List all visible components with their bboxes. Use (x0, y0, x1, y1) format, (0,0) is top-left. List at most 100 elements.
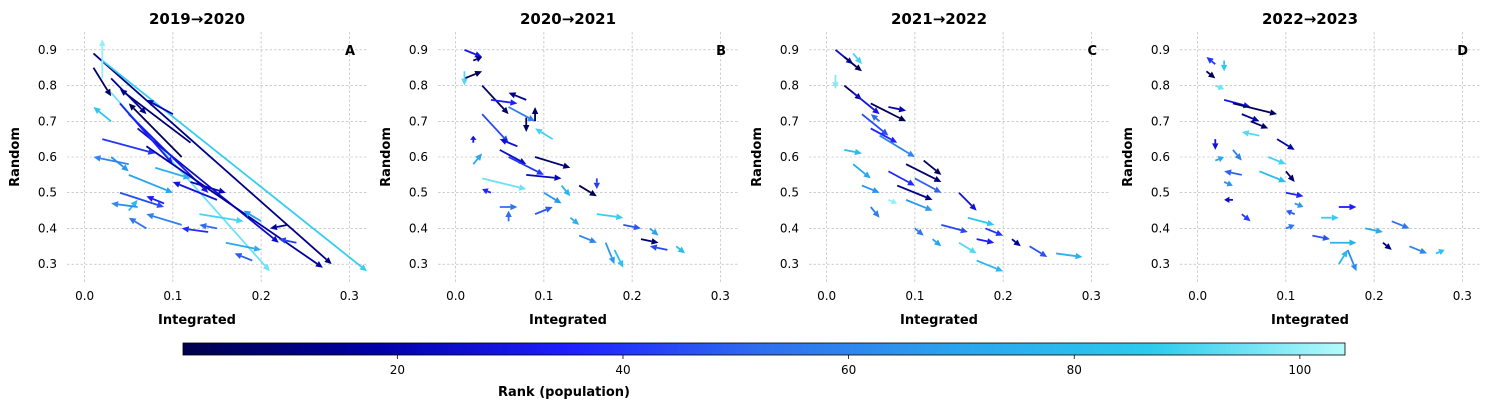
arrow-shaft (1232, 102, 1271, 114)
arrow-head (218, 187, 226, 194)
x-axis-label: Integrated (1271, 313, 1349, 328)
arrow-head (934, 239, 942, 247)
flow-arrow (1241, 213, 1251, 222)
arrow-shaft (896, 184, 927, 199)
arrow-shaft (1205, 70, 1211, 75)
flow-arrow (1250, 120, 1269, 129)
arrow-head (870, 114, 879, 121)
flow-arrow (870, 206, 880, 218)
y-axis-label: Random (750, 127, 765, 187)
arrow-shaft (152, 215, 182, 226)
arrow-head (553, 197, 562, 204)
flow-arrow (234, 253, 253, 262)
arrow-shaft (623, 223, 635, 228)
flow-arrow (526, 173, 562, 181)
flow-arrow (93, 155, 129, 166)
arrow-shaft (931, 238, 937, 243)
flow-arrow (861, 113, 889, 136)
arrow-head (1251, 115, 1260, 122)
arrow-shaft (861, 113, 884, 132)
arrow-head (243, 210, 252, 217)
colorbar-tick-label: 40 (615, 363, 630, 377)
flow-arrow (472, 153, 483, 165)
panel-c: 0.0 0.1 0.2 0.3 0.3 0.4 0.5 0.6 0.7 0.8 0.9 Integra… (750, 10, 1109, 328)
arrow-shaft (578, 184, 592, 194)
arrow-shaft (1312, 234, 1324, 239)
arrow-head (933, 175, 942, 182)
flow-arrow (1285, 209, 1296, 216)
arrow-shaft (958, 241, 972, 251)
y-tick-label: 0.5 (409, 186, 428, 200)
arrow-head (1243, 214, 1251, 222)
arrow-shaft (870, 206, 876, 213)
arrow-shaft (472, 158, 479, 165)
y-axis-label: Random (379, 127, 394, 187)
arrow-head (1297, 201, 1304, 208)
arrow-shaft (499, 149, 521, 162)
flow-arrow (675, 245, 686, 254)
y-tick-label: 0.5 (38, 186, 57, 200)
arrow-shaft (958, 192, 973, 207)
y-tick-label: 0.6 (1151, 150, 1170, 164)
flow-arrow (1312, 234, 1330, 241)
arrow-head (147, 148, 156, 155)
flow-arrow (1214, 84, 1225, 90)
flow-arrow (470, 135, 477, 143)
arrow-head (253, 245, 262, 252)
y-tick-label: 0.9 (38, 43, 57, 57)
flow-arrow (905, 163, 942, 182)
x-tick-label: 0.1 (534, 289, 553, 303)
flow-arrow (499, 203, 518, 211)
arrow-shaft (852, 52, 859, 60)
flow-arrow (1346, 249, 1357, 272)
flow-arrow (490, 98, 518, 106)
arrow-head (960, 227, 968, 234)
arrow-shaft (1241, 213, 1246, 218)
flow-arrow (560, 184, 571, 197)
y-tick-label: 0.4 (38, 221, 57, 235)
arrow-shaft (569, 217, 575, 222)
flow-arrow (923, 159, 942, 175)
arrow-shaft (905, 199, 927, 209)
arrow-shaft (1011, 238, 1017, 243)
arrow-head (501, 106, 509, 115)
panel-letter: D (1457, 44, 1468, 59)
arrow-head (508, 92, 517, 99)
arrow-head (880, 128, 889, 136)
y-tick-label: 0.5 (1151, 186, 1170, 200)
flow-arrow (1224, 169, 1242, 176)
arrow-shaft (852, 163, 866, 175)
arrow-head (146, 99, 155, 106)
y-tick-label: 0.6 (38, 150, 57, 164)
panel-letter: C (1087, 44, 1097, 59)
flow-arrow (976, 238, 995, 245)
x-tick-label: 0.2 (1365, 289, 1384, 303)
flow-arrow (119, 191, 165, 208)
arrow-shaft (914, 227, 919, 232)
y-tick-label: 0.4 (409, 221, 428, 235)
arrow-head (617, 260, 624, 268)
arrow-shaft (888, 199, 893, 203)
flow-arrow (604, 242, 615, 265)
y-tick-label: 0.9 (409, 43, 428, 57)
flow-arrow (649, 227, 659, 236)
arrow-head (165, 187, 173, 194)
y-tick-label: 0.3 (409, 257, 428, 271)
arrow-head (474, 51, 483, 58)
flow-arrow (1391, 220, 1410, 229)
flow-arrow (146, 99, 174, 115)
flow-arrow (481, 177, 527, 191)
flow-arrow (543, 191, 562, 204)
flow-arrow (596, 213, 624, 220)
flow-arrow (1011, 238, 1021, 247)
flow-arrow (578, 234, 597, 244)
arrow-shaft (875, 117, 881, 122)
flow-arrow (896, 184, 933, 201)
flow-arrow (482, 188, 492, 195)
flow-arrow (1214, 156, 1225, 163)
flow-arrow (640, 238, 659, 245)
arrow-head (535, 128, 543, 135)
flow-arrow (1365, 227, 1383, 234)
arrow-head (128, 103, 136, 111)
flow-arrow (967, 216, 995, 227)
